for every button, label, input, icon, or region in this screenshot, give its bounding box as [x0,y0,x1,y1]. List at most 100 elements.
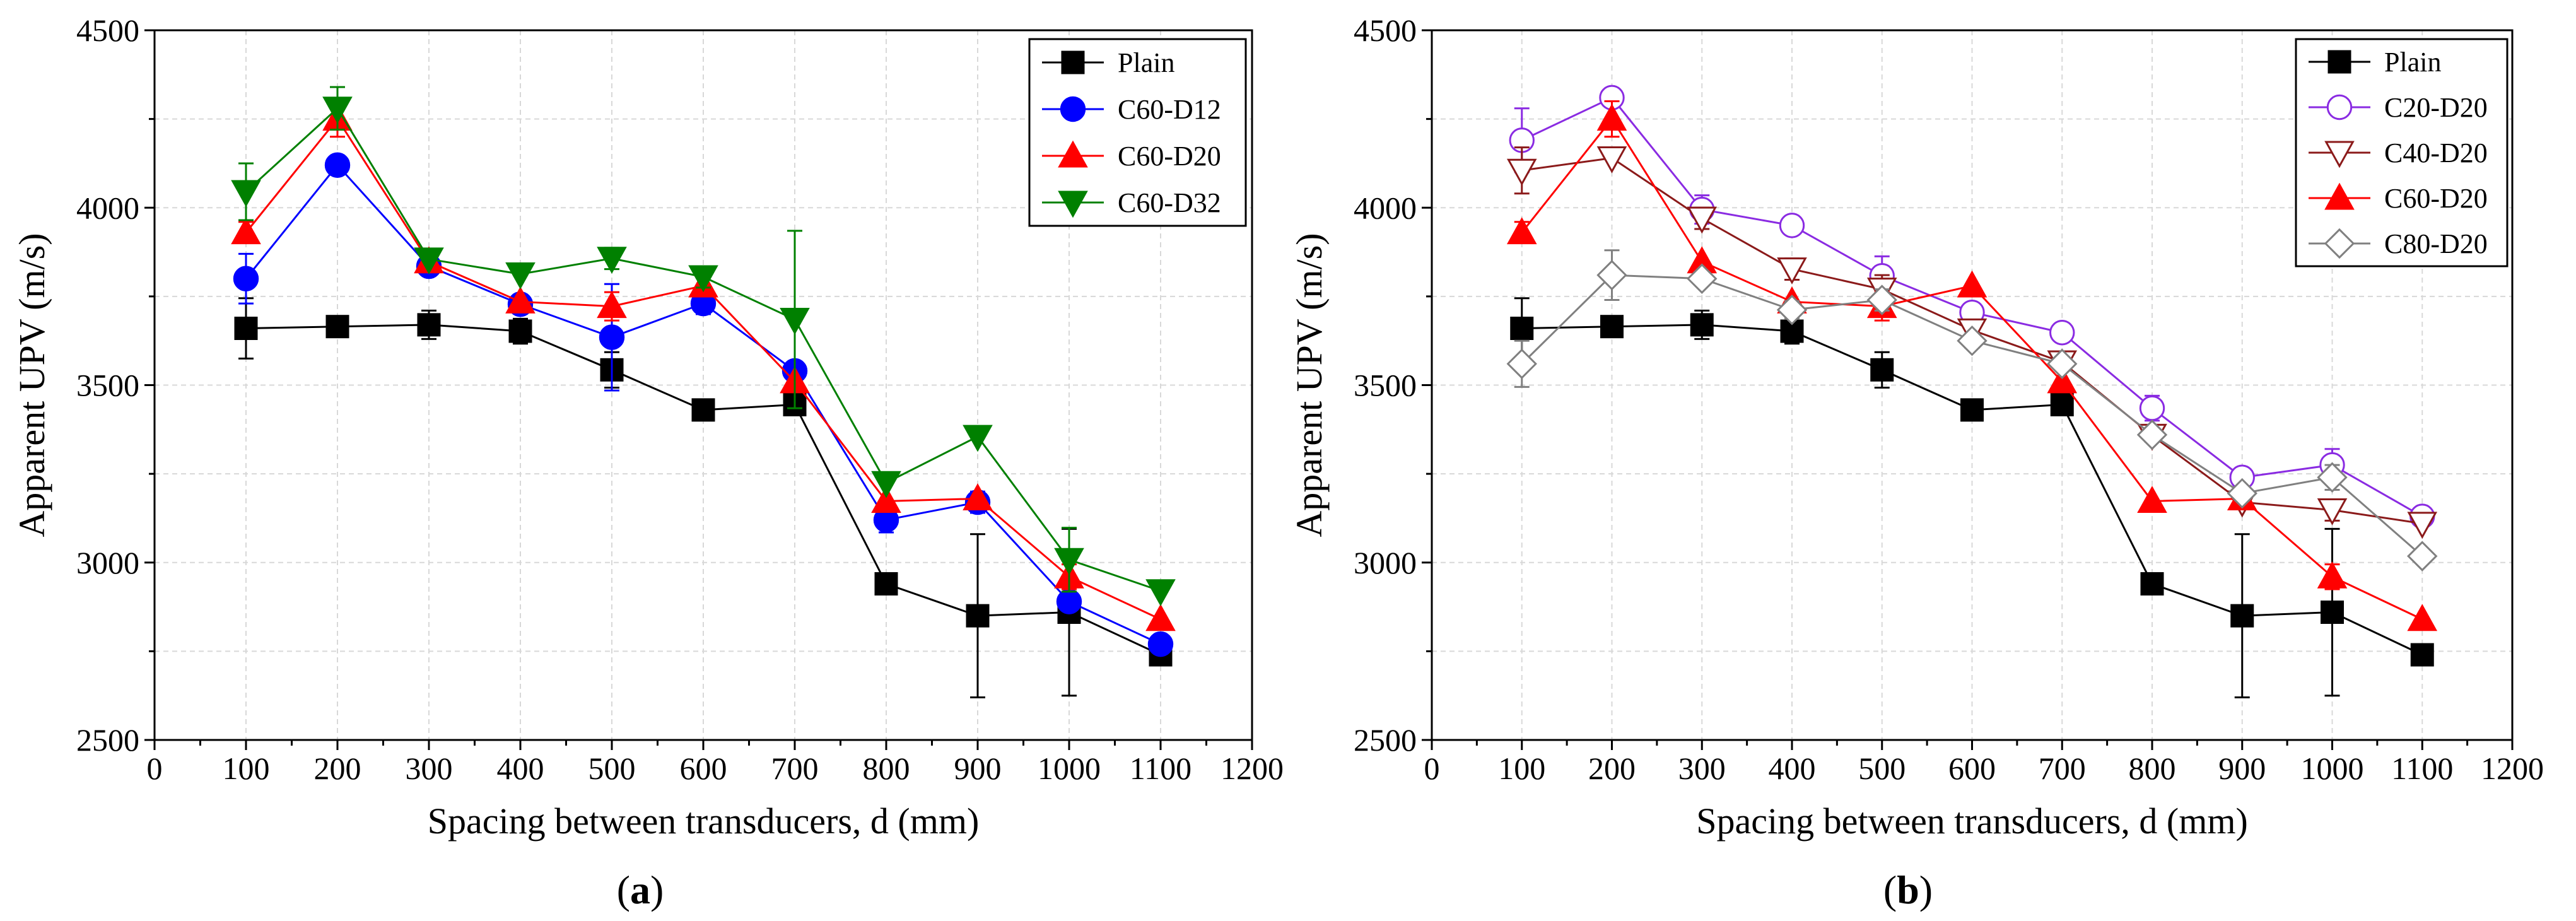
y-axis-title: Apparent UPV (m/s) [1289,233,1330,537]
legend-label: C60-D20 [2384,183,2488,214]
legend-marker-C80-D20 [2324,228,2355,259]
data-point-C60-D20 [871,486,901,513]
data-point-C60-D32 [1054,548,1084,575]
data-point-C60-D32 [322,97,353,124]
data-point-C40-D20 [1596,146,1627,173]
panel-label-letter: a [630,867,650,912]
data-point-C60-D20 [1506,217,1537,245]
x-tick-label: 600 [1948,751,1996,786]
data-point-Plain [874,572,898,595]
data-point-C60-D20 [2317,561,2348,589]
legend: Plain C60-D12 C60-D20 C60-D32 [1028,38,1247,227]
x-tick-label: 300 [1678,751,1726,786]
series-Plain [1510,297,2434,698]
data-point-C60-D20 [231,217,261,245]
panel-label-open: ( [617,867,630,912]
panel-label-close: ) [1919,867,1933,912]
plot-area-frame [1431,29,2514,741]
y-tick-label: 2500 [1354,722,1417,758]
legend-marker-C60-D32 [1058,191,1088,218]
data-point-Plain [508,319,532,343]
panel-label-open: ( [1883,867,1897,912]
legend: Plain C20-D20 C40-D20 C60-D20 C80-D20 [2295,38,2509,267]
x-tick-label: 400 [497,751,544,786]
data-point-C80-D20 [1506,348,1537,379]
x-axis-title: Spacing between transducers, d (mm) [1696,801,2248,842]
data-point-Plain [234,317,258,340]
data-point-C80-D20 [1866,285,1897,315]
legend-marker-Plain [1061,50,1085,74]
panel-label: (a) [617,867,664,912]
x-tick-label: 1200 [2481,751,2544,786]
data-point-C80-D20 [2227,478,2257,509]
data-point-C60-D20 [1596,103,1627,131]
data-point-C60-D20 [2137,486,2167,513]
x-tick-label: 300 [406,751,453,786]
data-point-C60-D20 [2047,366,2078,394]
data-point-C60-D20 [963,483,993,510]
data-point-C80-D20 [2407,541,2438,572]
legend-label: C40-D20 [2384,138,2488,168]
y-tick-label: 2500 [76,722,139,758]
data-point-C60-D12 [1147,631,1174,657]
data-point-Plain [417,313,441,337]
data-point-C40-D20 [2317,498,2348,525]
x-tick-label: 700 [771,751,819,786]
data-point-C80-D20 [2136,419,2168,450]
x-tick-label: 500 [1858,751,1906,786]
panel-label-close: ) [650,867,664,912]
chart-panel-a: 0 100 200 300 400 500 600 700 800 900 1000 1100 1200… [11,13,1284,912]
data-point-C60-D20 [597,291,627,319]
x-tick-label: 100 [223,751,270,786]
y-tick-label: 3500 [1354,368,1417,403]
data-point-C60-D32 [780,307,810,335]
x-tick-label: 1000 [2301,751,2364,786]
legend-label: C20-D20 [2384,92,2488,123]
data-point-C60-D32 [871,471,901,498]
data-point-Plain [2140,572,2164,595]
x-tick-label: 0 [147,751,163,786]
data-point-C40-D20 [1687,206,1718,234]
panel-label: (b) [1883,867,1933,912]
x-tick-label: 1100 [1130,751,1191,786]
x-tick-label: 600 [680,751,727,786]
data-point-C60-D12 [233,266,259,291]
data-point-C60-D32 [688,265,718,293]
plot-area-frame [153,29,1253,741]
data-point-C60-D20 [1957,270,1988,298]
legend-marker-C60-D20 [1058,140,1088,168]
x-tick-label: 100 [1498,751,1545,786]
data-point-C80-D20 [1776,295,1808,326]
data-point-C40-D20 [2407,512,2438,539]
data-point-Plain [1780,319,1804,343]
data-point-Plain [2410,643,2434,667]
x-tick-label: 500 [588,751,636,786]
data-point-C40-D20 [1506,158,1537,186]
legend-label: Plain [1118,47,1174,78]
data-point-C40-D20 [1777,257,1807,285]
legend-label: C60-D32 [1118,187,1221,218]
data-point-C60-D32 [414,247,444,275]
x-tick-label: 700 [2039,751,2086,786]
legend-label: C80-D20 [2384,228,2488,259]
x-axis-title: Spacing between transducers, d (mm) [428,801,980,842]
x-tick-label: 400 [1769,751,1816,786]
series-C60-D32 [231,86,1176,607]
y-axis-title: Apparent UPV (m/s) [11,233,52,537]
x-tick-label: 200 [1588,751,1636,786]
data-point-C80-D20 [2047,348,2078,379]
x-tick-label: 1100 [2391,751,2453,786]
legend-marker-C60-D20 [2324,182,2355,210]
legend-label: C60-D20 [1118,141,1221,172]
data-point-C60-D32 [231,180,261,208]
legend-marker-C60-D12 [1060,96,1086,122]
series-C80-D20 [1506,249,2438,572]
y-tick-label: 4000 [76,190,139,225]
y-tick-label: 3500 [76,368,139,403]
y-tick-label: 4500 [76,13,139,48]
data-point-C60-D32 [1145,579,1176,607]
x-tick-label: 900 [954,751,1002,786]
y-tick-label: 3000 [76,545,139,580]
